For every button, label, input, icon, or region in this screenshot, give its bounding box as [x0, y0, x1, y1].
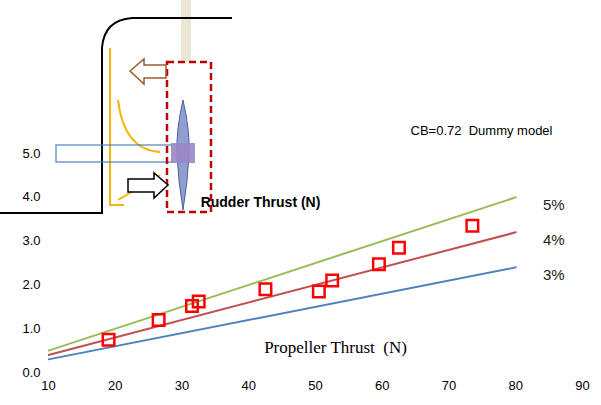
svg-text:60: 60 [375, 378, 389, 393]
svg-text:2.0: 2.0 [22, 277, 40, 292]
svg-text:Rudder Thrust (N): Rudder Thrust (N) [201, 194, 321, 210]
svg-text:4%: 4% [543, 231, 565, 248]
svg-text:30: 30 [175, 378, 189, 393]
svg-text:10: 10 [41, 378, 55, 393]
svg-text:Propeller Thrust (N): Propeller Thrust (N) [264, 338, 407, 357]
svg-text:40: 40 [242, 378, 256, 393]
svg-text:3.0: 3.0 [22, 233, 40, 248]
svg-text:5%: 5% [543, 196, 565, 213]
svg-text:20: 20 [108, 378, 122, 393]
svg-text:70: 70 [442, 378, 456, 393]
svg-text:0.0: 0.0 [22, 365, 40, 380]
svg-text:CB=0.72 Dummy model: CB=0.72 Dummy model [411, 123, 553, 138]
svg-text:80: 80 [509, 378, 523, 393]
svg-text:1.0: 1.0 [22, 321, 40, 336]
svg-text:90: 90 [575, 378, 589, 393]
svg-text:3%: 3% [543, 266, 565, 283]
svg-text:4.0: 4.0 [22, 189, 40, 204]
svg-text:50: 50 [308, 378, 322, 393]
svg-text:5.0: 5.0 [22, 146, 40, 161]
